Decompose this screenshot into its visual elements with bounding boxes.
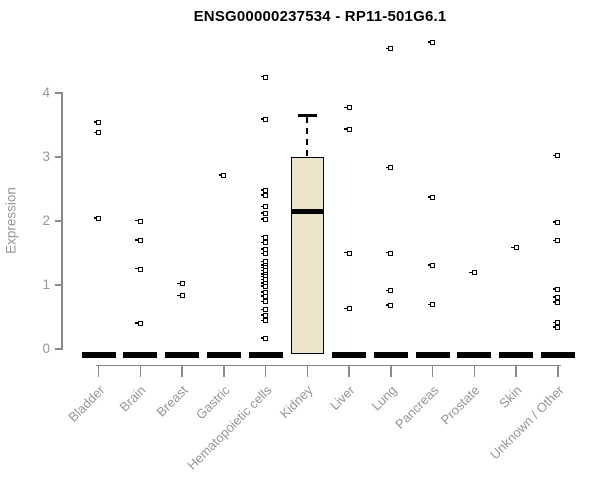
data-point xyxy=(427,194,436,200)
y-tick-label: 4 xyxy=(42,85,50,100)
upper-whisker-cap xyxy=(297,114,317,117)
zero-expression-bar xyxy=(81,352,116,358)
zero-expression-bar xyxy=(206,352,241,358)
data-point xyxy=(260,251,269,257)
data-point xyxy=(260,192,269,198)
x-tick xyxy=(139,365,142,377)
data-point xyxy=(260,335,269,341)
data-point xyxy=(260,240,269,246)
data-point xyxy=(260,294,269,300)
data-point xyxy=(427,302,436,308)
y-axis-label: Expression xyxy=(3,187,19,254)
data-point xyxy=(552,219,561,225)
data-point xyxy=(427,262,436,268)
data-point xyxy=(135,237,143,243)
x-axis-line xyxy=(96,364,561,366)
data-point xyxy=(218,173,227,179)
data-point xyxy=(260,283,269,289)
x-tick xyxy=(223,365,225,377)
zero-expression-bar xyxy=(540,352,575,358)
zero-expression-bar xyxy=(248,352,283,358)
data-point xyxy=(427,39,436,45)
data-point xyxy=(385,250,394,256)
data-point xyxy=(177,293,185,299)
x-tick xyxy=(515,365,517,377)
data-point xyxy=(135,266,143,272)
y-tick xyxy=(54,220,62,222)
y-tick-label: 1 xyxy=(42,277,50,292)
data-point xyxy=(552,238,561,244)
data-point xyxy=(260,204,269,210)
data-point xyxy=(260,299,269,305)
data-point xyxy=(93,130,101,136)
chart-title: ENSG00000237534 - RP11-501G6.1 xyxy=(193,8,447,25)
data-point xyxy=(260,216,269,222)
zero-expression-bar xyxy=(499,352,534,358)
x-tick xyxy=(97,365,100,377)
y-tick-label: 0 xyxy=(42,341,50,356)
data-point xyxy=(260,74,269,80)
data-point xyxy=(93,215,101,221)
data-point xyxy=(385,46,394,52)
data-point xyxy=(344,250,352,256)
y-tick xyxy=(54,156,62,158)
y-axis-line xyxy=(61,92,63,350)
data-point xyxy=(260,307,269,313)
data-point xyxy=(177,281,185,287)
data-point xyxy=(260,187,269,193)
zero-expression-bar xyxy=(373,352,408,358)
x-tick xyxy=(306,365,309,377)
x-tick xyxy=(390,365,392,377)
data-point xyxy=(260,210,269,216)
data-point xyxy=(93,119,101,125)
zero-expression-bar xyxy=(415,352,450,358)
x-tick xyxy=(431,365,434,377)
data-point xyxy=(385,288,394,294)
data-point xyxy=(260,234,269,240)
median-line xyxy=(290,209,324,214)
data-point xyxy=(260,312,269,318)
y-tick xyxy=(54,284,62,286)
zero-expression-bar xyxy=(457,352,492,358)
data-point xyxy=(552,324,561,330)
x-tick xyxy=(348,365,350,377)
data-point xyxy=(344,126,352,132)
data-point xyxy=(135,218,143,224)
data-point xyxy=(135,320,143,326)
x-tick xyxy=(473,365,476,377)
data-point xyxy=(469,270,477,276)
zero-expression-bar xyxy=(332,352,367,358)
y-tick xyxy=(54,348,62,350)
y-tick-label: 2 xyxy=(42,213,50,228)
x-tick xyxy=(557,365,559,377)
data-point xyxy=(344,105,352,111)
x-tick xyxy=(181,365,183,377)
y-tick-label: 3 xyxy=(42,149,50,164)
x-tick xyxy=(264,365,267,377)
data-point xyxy=(260,318,269,324)
y-tick xyxy=(54,92,62,94)
zero-expression-bar xyxy=(123,352,158,358)
data-point xyxy=(385,165,394,171)
upper-whisker-line xyxy=(306,117,309,156)
data-point xyxy=(385,302,394,308)
box-iqr xyxy=(290,157,324,354)
zero-expression-bar xyxy=(165,352,200,358)
data-point xyxy=(260,116,269,122)
data-point xyxy=(344,306,352,312)
data-point xyxy=(552,286,561,292)
data-point xyxy=(511,245,519,251)
data-point xyxy=(552,153,561,159)
data-point xyxy=(552,299,561,305)
data-point xyxy=(552,294,561,300)
